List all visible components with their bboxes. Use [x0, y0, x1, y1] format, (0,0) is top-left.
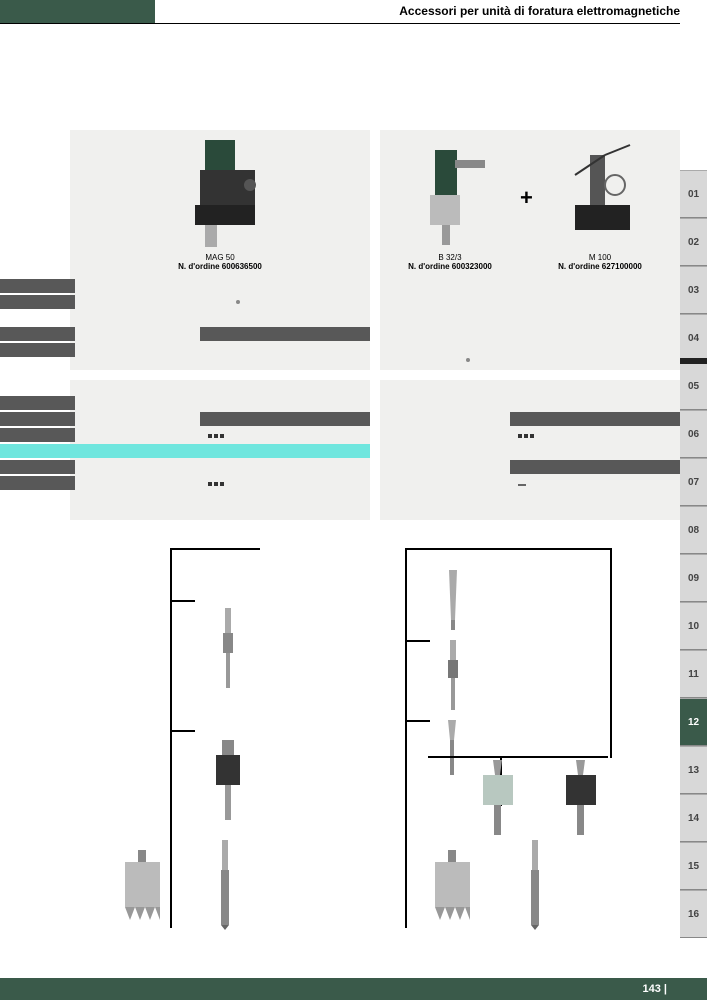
product-order: N. d'ordine 600323000 — [380, 262, 520, 271]
product-label-left: MAG 50 N. d'ordine 600636500 — [140, 253, 300, 271]
side-tab-02[interactable]: 02 — [680, 218, 707, 266]
product-panel-right-2 — [380, 380, 680, 520]
row-band-highlight — [0, 444, 370, 458]
connector-line — [405, 548, 407, 928]
side-tab-06[interactable]: 06 — [680, 410, 707, 458]
connector-line — [170, 730, 195, 732]
row-band — [0, 396, 75, 410]
side-tab-03[interactable]: 03 — [680, 266, 707, 314]
chuck-image — [558, 760, 603, 835]
side-tab-12[interactable]: 12 — [680, 698, 707, 746]
product-name: MAG 50 — [140, 253, 300, 262]
taper-image — [445, 570, 461, 630]
side-tab-07[interactable]: 07 — [680, 458, 707, 506]
row-band — [0, 428, 75, 442]
product-image-b323 — [400, 140, 490, 250]
product-order: N. d'ordine 600636500 — [140, 262, 300, 271]
connector-line — [170, 600, 195, 602]
side-tab-14[interactable]: 14 — [680, 794, 707, 842]
side-tab-11[interactable]: 11 — [680, 650, 707, 698]
divider — [170, 548, 260, 550]
page-number: 143 | — [643, 983, 668, 995]
row-band — [0, 327, 75, 341]
tab-accent — [680, 358, 707, 364]
footer-bar: 143 | — [0, 978, 707, 1000]
rating-squares — [518, 434, 534, 438]
header-rule — [0, 23, 680, 24]
row-band — [510, 412, 680, 426]
side-tab-01[interactable]: 01 — [680, 170, 707, 218]
dot-marker — [236, 300, 240, 304]
row-band — [0, 343, 75, 357]
plus-icon: + — [520, 185, 533, 211]
connector-line — [405, 640, 430, 642]
product-order: N. d'ordine 627100000 — [530, 262, 670, 271]
rating-squares — [208, 434, 224, 438]
row-band — [200, 412, 370, 426]
rating-squares — [208, 482, 224, 486]
side-tab-05[interactable]: 05 — [680, 362, 707, 410]
connector-line — [405, 720, 430, 722]
side-tab-08[interactable]: 08 — [680, 506, 707, 554]
bit-image — [218, 608, 238, 688]
side-tab-04[interactable]: 04 — [680, 314, 707, 362]
twist-bit-image — [528, 840, 542, 930]
side-tab-15[interactable]: 15 — [680, 842, 707, 890]
row-band — [0, 279, 75, 293]
chuck-image — [208, 740, 248, 820]
side-tab-13[interactable]: 13 — [680, 746, 707, 794]
row-band — [0, 460, 75, 474]
row-band — [200, 327, 370, 341]
bit-image — [445, 720, 459, 775]
core-bit-image — [430, 850, 475, 925]
core-bit-image — [120, 850, 165, 925]
divider — [405, 548, 610, 550]
row-band — [0, 295, 75, 309]
bit-image — [445, 640, 461, 710]
twist-bit-image — [218, 840, 232, 930]
row-band — [510, 460, 680, 474]
chuck-image — [475, 760, 520, 835]
connector-line — [170, 548, 172, 928]
product-image-m100 — [555, 140, 645, 250]
dash-marker — [518, 484, 526, 486]
side-tab-strip: 01020304050607080910111213141516 — [680, 170, 707, 938]
row-band — [0, 412, 75, 426]
product-label-right: M 100 N. d'ordine 627100000 — [530, 253, 670, 271]
side-tab-10[interactable]: 10 — [680, 602, 707, 650]
connector-line — [428, 756, 608, 758]
page-title: Accessori per unità di foratura elettrom… — [0, 4, 680, 18]
dot-marker — [466, 358, 470, 362]
connector-line — [610, 548, 612, 758]
product-image-mag50 — [175, 140, 265, 250]
row-band — [0, 476, 75, 490]
product-label-mid: B 32/3 N. d'ordine 600323000 — [380, 253, 520, 271]
side-tab-09[interactable]: 09 — [680, 554, 707, 602]
product-name: B 32/3 — [380, 253, 520, 262]
product-name: M 100 — [530, 253, 670, 262]
side-tab-16[interactable]: 16 — [680, 890, 707, 938]
